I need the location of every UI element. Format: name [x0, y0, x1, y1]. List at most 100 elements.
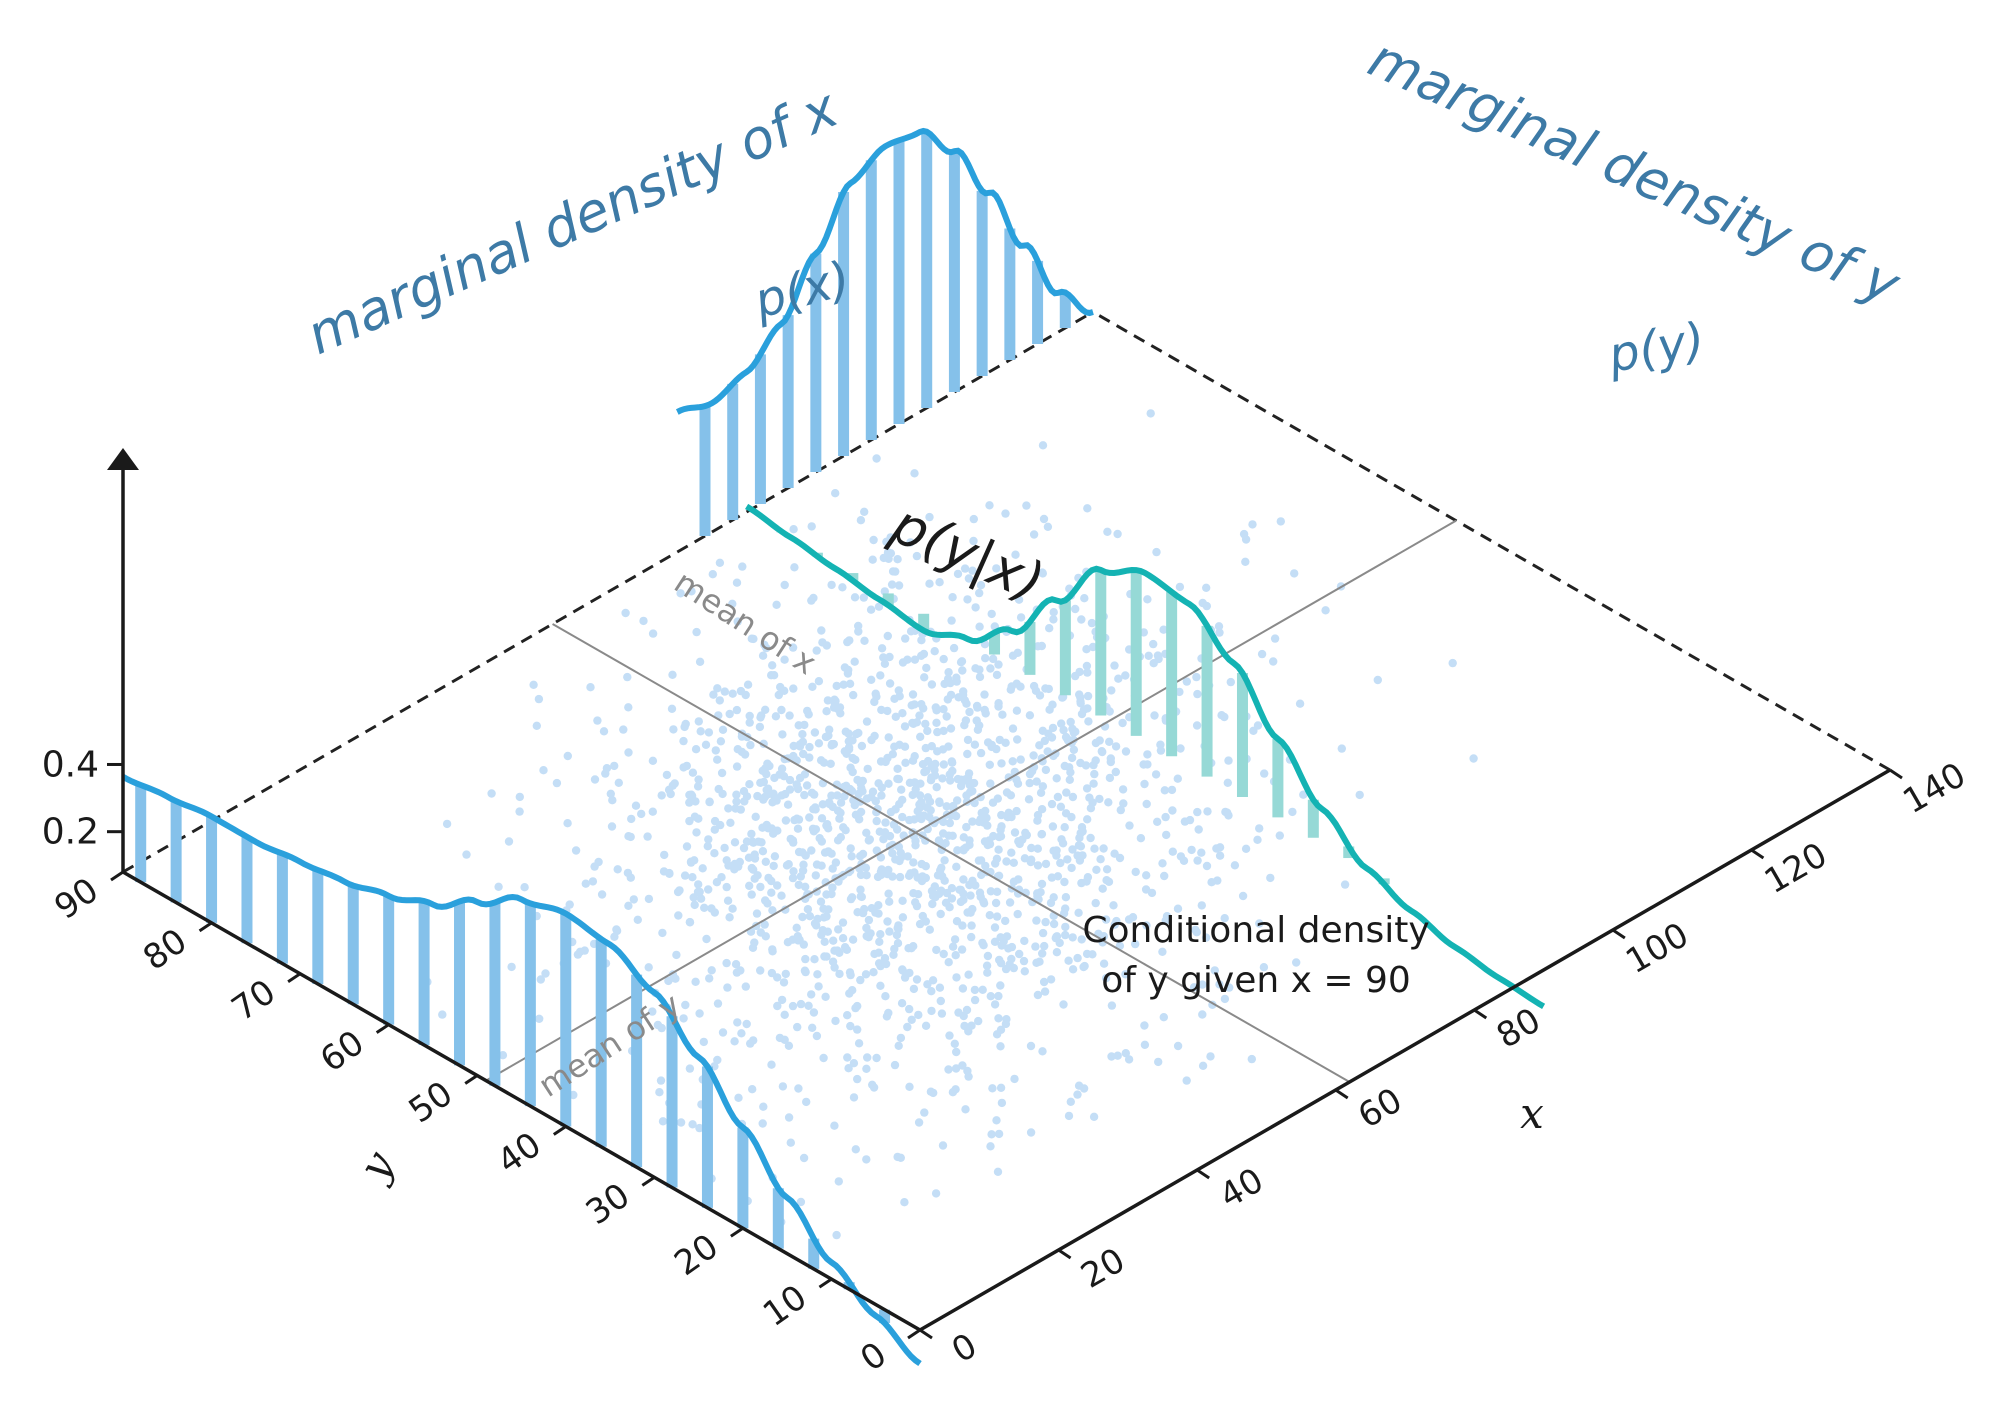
- scatter-point: [877, 644, 887, 653]
- scatter-point: [1041, 917, 1050, 927]
- scatter-point: [868, 555, 877, 564]
- scatter-point: [939, 817, 948, 827]
- scatter-point: [780, 580, 789, 590]
- scatter-point: [964, 769, 974, 778]
- scatter-point: [844, 729, 853, 738]
- scatter-point: [852, 729, 861, 739]
- scatter-point: [700, 903, 709, 912]
- scatter-point: [981, 861, 990, 871]
- scatter-point: [722, 856, 731, 865]
- scatter-point: [863, 1053, 872, 1062]
- scatter-point: [691, 745, 701, 754]
- scatter-point: [830, 1121, 839, 1130]
- scatter-point: [811, 805, 820, 814]
- scatter-point: [1238, 891, 1248, 901]
- scatter-point: [938, 745, 948, 754]
- scatter-point: [732, 762, 742, 771]
- scatter-point: [838, 918, 848, 927]
- scatter-point: [847, 852, 856, 861]
- scatter-point: [1088, 642, 1098, 652]
- scatter-point: [861, 970, 871, 979]
- scatter-point: [593, 716, 602, 725]
- scatter-point: [693, 782, 703, 791]
- scatter-point: [920, 1108, 929, 1117]
- scatter-point: [1096, 855, 1105, 864]
- scatter-point: [756, 966, 765, 975]
- scatter-point: [803, 706, 812, 716]
- scatter-point: [715, 696, 724, 705]
- scatter-point: [780, 1010, 789, 1019]
- scatter-point: [655, 1088, 664, 1097]
- scatter-point: [1142, 799, 1151, 809]
- scatter-point: [676, 589, 685, 598]
- mean-y-label: mean of y: [532, 985, 688, 1104]
- scatter-point: [952, 1047, 961, 1057]
- scatter-point: [842, 749, 851, 758]
- scatter-point: [694, 880, 703, 889]
- x-tick-label: 40: [1213, 1160, 1270, 1216]
- scatter-point: [626, 873, 635, 882]
- scatter-point: [624, 703, 633, 712]
- scatter-point: [799, 1153, 809, 1163]
- scatter-point: [915, 711, 924, 720]
- scatter-point: [739, 843, 749, 853]
- scatter-point: [990, 923, 1000, 932]
- scatter-point: [876, 671, 885, 680]
- scatter-point: [745, 718, 754, 727]
- scatter-point: [907, 944, 916, 953]
- x-tick-label: 100: [1619, 915, 1695, 982]
- scatter-point: [981, 654, 990, 663]
- scatter-point: [1220, 914, 1229, 923]
- scatter-point: [992, 1116, 1001, 1125]
- scatter-point: [733, 617, 742, 626]
- scatter-point: [842, 781, 851, 790]
- scatter-point: [1068, 724, 1077, 734]
- scatter-point: [854, 1039, 864, 1048]
- scatter-point: [1065, 763, 1074, 772]
- scatter-point: [1025, 778, 1034, 788]
- scatter-point: [1105, 737, 1114, 746]
- scatter-point: [965, 788, 975, 797]
- scatter-point: [903, 852, 912, 861]
- scatter-point: [848, 736, 857, 745]
- scatter-point: [1009, 858, 1018, 867]
- scatter-point: [690, 900, 699, 910]
- scatter-point: [944, 668, 953, 677]
- scatter-point: [769, 789, 778, 798]
- scatter-point: [849, 690, 858, 700]
- scatter-point: [1067, 863, 1076, 873]
- scatter-point: [967, 932, 976, 942]
- scatter-point: [788, 1001, 798, 1011]
- scatter-point: [1146, 409, 1155, 418]
- scatter-point: [961, 716, 971, 725]
- scatter-point: [1061, 809, 1071, 818]
- scatter-point: [929, 1088, 938, 1098]
- scatter-point: [992, 887, 1002, 896]
- scatter-point: [1038, 1047, 1047, 1056]
- scatter-point: [879, 835, 888, 844]
- scatter-point: [1036, 788, 1046, 797]
- scatter-point: [869, 1083, 879, 1092]
- scatter-point: [844, 1064, 853, 1073]
- scatter-point: [725, 913, 734, 922]
- scatter-point: [838, 583, 847, 592]
- scatter-point: [731, 804, 740, 813]
- scatter-point: [807, 522, 816, 531]
- scatter-point: [933, 727, 942, 737]
- scatter-point: [969, 536, 978, 546]
- scatter-point: [745, 780, 754, 789]
- scatter-point: [875, 937, 884, 946]
- scatter-point: [777, 891, 786, 900]
- scatter-point: [1016, 682, 1025, 691]
- scatter-point: [674, 911, 683, 920]
- scatter-point: [563, 751, 572, 761]
- scatter-point: [1005, 898, 1015, 907]
- scatter-point: [1001, 964, 1011, 974]
- scatter-point: [884, 779, 893, 788]
- scatter-point: [1220, 994, 1230, 1004]
- scatter-point: [758, 823, 767, 832]
- scatter-point: [968, 817, 977, 826]
- scatter-point: [1083, 704, 1092, 713]
- scatter-point: [996, 1042, 1005, 1051]
- scatter-point: [970, 995, 980, 1005]
